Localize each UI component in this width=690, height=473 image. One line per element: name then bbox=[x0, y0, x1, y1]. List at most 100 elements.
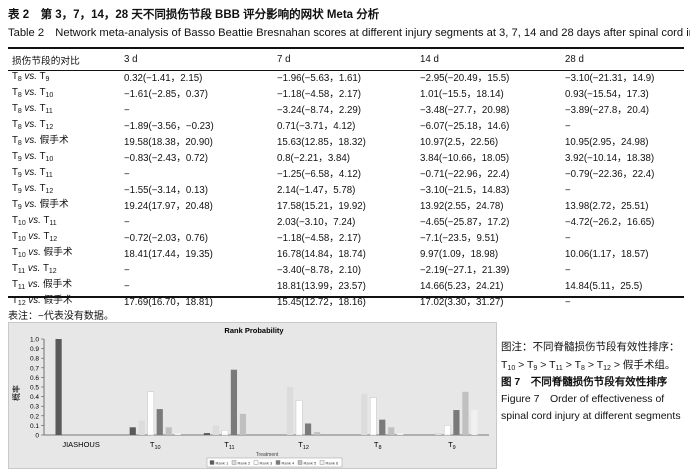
effect-size-cell: −4.65(−25.87，17.2) bbox=[420, 216, 510, 228]
comparison-text: vs. bbox=[21, 167, 40, 178]
x-category-label: T11 bbox=[224, 440, 234, 451]
effect-size-cell: 2.03(−3.10，7.24) bbox=[277, 216, 356, 228]
effect-size-cell: 16.78(14.84，18.74) bbox=[277, 248, 366, 260]
rank-bar bbox=[313, 432, 321, 435]
segment-subscript: 11 bbox=[555, 364, 563, 372]
category-label-sub: 11 bbox=[229, 445, 235, 451]
comparison-text: 假手术 bbox=[43, 247, 73, 258]
effect-size-cell: 18.81(13.99，23.57) bbox=[277, 280, 366, 292]
figure-caption: 图 7 不同脊髓损伤节段有效性排序 Figure 7 Order of effe… bbox=[501, 374, 686, 425]
effect-size-cell: −0.72(−2.03，0.76) bbox=[124, 232, 209, 244]
table-note: 表注：−代表没有数据。 bbox=[8, 311, 114, 322]
effect-size-cell: 19.58(18.38，20.90) bbox=[124, 136, 213, 148]
x-category-label: T12 bbox=[298, 440, 309, 451]
rank-bar bbox=[221, 429, 229, 436]
segment-subscript: 8 bbox=[17, 140, 22, 147]
rank-bar bbox=[165, 427, 172, 435]
comparison-text: T bbox=[12, 247, 18, 258]
rank-bar bbox=[230, 369, 238, 435]
legend-label: Rank 3 bbox=[260, 461, 273, 466]
comparison-text: T bbox=[12, 295, 18, 306]
effect-size-cell: −1.89(−3.56，−0.23) bbox=[124, 120, 214, 132]
figure-legend-note: 图注：不同脊髓损伤节段有效性排序： T10 > T9 > T11 > T8 > … bbox=[501, 339, 686, 377]
effect-size-cell: −0.79(−22.36，22.4) bbox=[565, 168, 655, 180]
comparison-text: vs. bbox=[25, 295, 44, 306]
segment-subscript: 11 bbox=[45, 108, 53, 115]
table-header-cell: 28 d bbox=[565, 54, 584, 65]
table-bottom-rule bbox=[8, 296, 684, 298]
effect-size-cell: − bbox=[565, 232, 571, 244]
comparison-text: vs. bbox=[21, 151, 40, 162]
rank-bar bbox=[156, 409, 163, 435]
legend-label: Rank 4 bbox=[282, 461, 295, 466]
comparison-cell: T8 vs. T9 bbox=[8, 70, 120, 86]
legend-label: Rank 2 bbox=[238, 461, 251, 466]
meta-analysis-table: 损伤节段的对比 3 d 7 d 14 d 28 d T8 vs. T9 0.32(… bbox=[8, 49, 684, 310]
effect-size-cell: − bbox=[565, 296, 571, 308]
table-header-cell: 14 d bbox=[420, 54, 439, 65]
table-row: T8 vs. T11− −3.24(−8.74，2.29) −3.48(−27.7，… bbox=[8, 102, 684, 118]
y-tick-label: 0.9 bbox=[30, 346, 39, 353]
effect-size-cell: 15.63(12.85，18.32) bbox=[277, 136, 366, 148]
rank-bar bbox=[453, 410, 460, 435]
comparison-text: T bbox=[12, 279, 18, 290]
effect-size-cell: − bbox=[124, 168, 130, 180]
rank-bar bbox=[129, 427, 136, 435]
legend-text: > T bbox=[562, 358, 582, 371]
comparison-text: 假手术 bbox=[42, 279, 73, 290]
legend-swatch bbox=[319, 460, 325, 465]
y-tick-label: 0.1 bbox=[30, 423, 39, 430]
segment-subscript: 12 bbox=[45, 124, 54, 131]
segment-subscript: 10 bbox=[45, 156, 54, 163]
effect-size-cell: 17.58(15.21，19.92) bbox=[277, 200, 366, 212]
comparison-text: T bbox=[12, 167, 18, 178]
rank-bar bbox=[444, 425, 451, 436]
category-label-sub: 12 bbox=[303, 445, 309, 451]
effect-size-cell: −0.71(−22.96，22.4) bbox=[420, 168, 510, 180]
rank-bar bbox=[435, 433, 442, 435]
segment-subscript: 8 bbox=[17, 108, 22, 115]
effect-size-cell: −0.83(−2.43，0.72) bbox=[124, 152, 209, 164]
y-tick-label: 0.3 bbox=[30, 404, 39, 411]
category-label-base: T bbox=[150, 440, 155, 449]
segment-subscript: 9 bbox=[45, 76, 50, 83]
legend-box bbox=[206, 457, 343, 468]
rank-probability-chart: Rank Probability 概率 0 0.1 0.2 0.3 0.4 0.5 0.6 0.7… bbox=[11, 326, 489, 468]
table-header-cell: 损伤节段的对比 bbox=[12, 55, 80, 67]
comparison-text: vs. bbox=[25, 247, 44, 258]
table-row: T10 vs. T11−2.03(−3.10，7.24) −4.65(−25.87… bbox=[8, 214, 684, 230]
effect-size-cell: −1.18(−4.58，2.17) bbox=[277, 232, 362, 244]
category-label-base: T bbox=[298, 440, 303, 449]
effect-size-cell: 10.06(1.17，18.57) bbox=[565, 248, 649, 260]
comparison-text: T bbox=[12, 263, 18, 274]
y-tick-label: 0.8 bbox=[30, 356, 39, 363]
effect-size-cell: −3.48(−27.7，20.98) bbox=[420, 104, 510, 116]
table-header-cell: 3 d bbox=[124, 54, 138, 65]
segment-subscript: 10 bbox=[507, 364, 516, 372]
table-row: T9 vs. 假手术 19.24(17.97，20.48) 17.58(15.21，… bbox=[8, 198, 684, 214]
rank-bar bbox=[239, 413, 247, 435]
comparison-text: vs. bbox=[21, 183, 40, 194]
segment-subscript: 12 bbox=[48, 268, 57, 275]
category-label-sub: 10 bbox=[154, 445, 160, 451]
comparison-text: vs. bbox=[25, 215, 44, 226]
effect-size-cell: −1.96(−5.63，1.61) bbox=[277, 72, 362, 84]
rank-bar bbox=[471, 410, 478, 435]
table-caption-en: Table 2 Network meta-analysis of Basso B… bbox=[8, 27, 690, 39]
rank-bar bbox=[174, 433, 181, 435]
effect-size-cell: 17.69(16.70，18.81) bbox=[124, 296, 213, 308]
comparison-text: T bbox=[12, 87, 18, 98]
effect-size-cell: −7.1(−23.5，9.51) bbox=[420, 232, 499, 244]
effect-size-cell: 0.32(−1.41，2.15) bbox=[124, 72, 203, 84]
comparison-cell: T10 vs. T12 bbox=[8, 230, 120, 246]
comparison-cell: T12 vs. 假手术 bbox=[8, 294, 120, 310]
y-tick-label: 0.5 bbox=[30, 385, 39, 392]
segment-subscript: 10 bbox=[45, 92, 54, 99]
comparison-text: vs. bbox=[21, 119, 40, 130]
effect-size-cell: 0.71(−3.71，4.12) bbox=[277, 120, 356, 132]
effect-size-cell: 13.92(2.55，24.78) bbox=[420, 200, 504, 212]
table-row: T8 vs. T10 −1.61(−2.85，0.37) −1.18(−4.58，2… bbox=[8, 86, 684, 102]
comparison-text: T bbox=[43, 215, 50, 226]
segment-subscript: 8 bbox=[17, 76, 22, 83]
comparison-text: 假手术 bbox=[39, 199, 69, 210]
